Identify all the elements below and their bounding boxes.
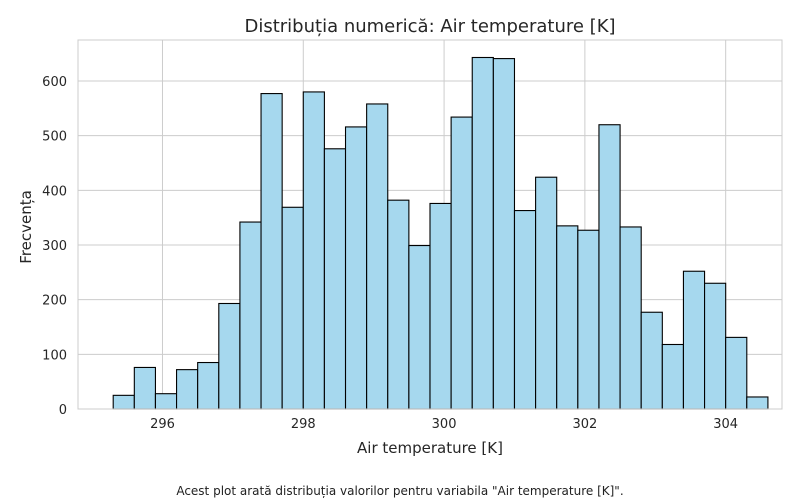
histogram-bar: [239, 221, 262, 410]
x-tick-label: 298: [291, 417, 316, 432]
histogram-bar: [598, 124, 621, 410]
histogram-bar: [556, 225, 579, 410]
histogram-bar: [661, 343, 684, 410]
histogram-bar: [197, 361, 220, 410]
y-tick-labels: 0 100 200 300 400 500 600: [42, 75, 67, 418]
y-tick-label: 0: [59, 403, 67, 418]
histogram-bar: [746, 396, 769, 410]
histogram-bar: [387, 199, 410, 410]
y-tick-label: 200: [42, 294, 67, 309]
histogram-bar: [535, 176, 558, 410]
histogram-bars: [112, 56, 769, 410]
histogram-bar: [323, 148, 347, 410]
y-tick-label: 600: [42, 75, 67, 90]
histogram-bar: [619, 226, 642, 410]
histogram-bar: [260, 93, 283, 410]
y-axis-label: Frecvența: [17, 190, 35, 264]
histogram-bar: [154, 393, 178, 410]
y-tick-label: 500: [42, 130, 67, 145]
x-tick-labels: 296 298 300 302 304: [150, 417, 738, 432]
histogram-bar: [176, 369, 199, 410]
histogram-bar: [450, 116, 473, 410]
histogram-bar: [492, 58, 516, 410]
y-tick-label: 300: [42, 239, 67, 254]
histogram-bar: [704, 282, 727, 410]
histogram-bar: [429, 202, 452, 410]
chart-caption: Acest plot arată distribuția valorilor p…: [176, 484, 624, 498]
histogram-bar: [682, 270, 706, 410]
x-axis-label: Air temperature [K]: [357, 439, 503, 457]
plot-frame: [77, 39, 783, 410]
histogram-bar: [408, 244, 431, 410]
histogram-bar: [302, 91, 325, 410]
y-tick-label: 400: [42, 184, 67, 199]
histogram-bar: [218, 302, 241, 410]
histogram-bar: [281, 206, 304, 410]
y-tick-label: 100: [42, 348, 67, 363]
histogram-bar: [366, 103, 389, 410]
histogram-bar: [133, 366, 156, 410]
histogram-bar: [471, 56, 494, 410]
histogram-bar: [513, 210, 537, 410]
chart-title: Distribuția numerică: Air temperature [K…: [244, 16, 615, 37]
histogram-chart: 296 298 300 302 304 0 100 200 300 400 500 600 Dist…: [17, 16, 783, 457]
x-tick-label: 302: [572, 417, 597, 432]
histogram-bar: [577, 229, 600, 410]
histogram-bar: [640, 311, 663, 410]
x-tick-label: 300: [432, 417, 457, 432]
histogram-bar: [112, 394, 135, 410]
x-tick-label: 304: [713, 417, 738, 432]
x-tick-label: 296: [150, 417, 175, 432]
histogram-bar: [344, 126, 368, 410]
histogram-bar: [725, 336, 748, 410]
